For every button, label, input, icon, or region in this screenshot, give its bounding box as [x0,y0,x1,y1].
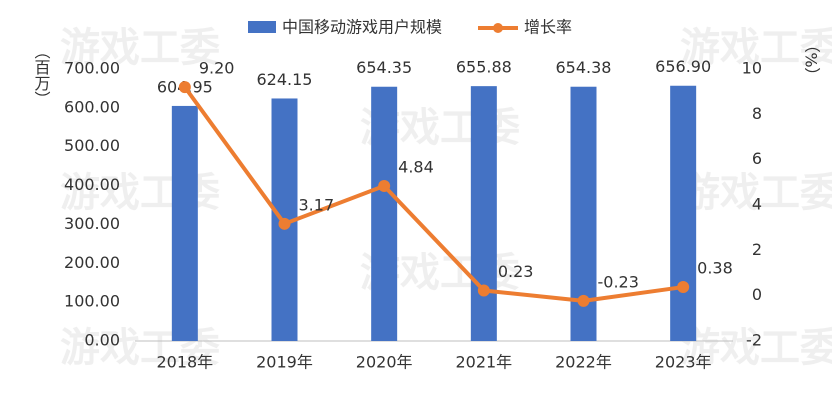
legend-label: 增长率 [524,18,572,37]
y-tick-label: 0.00 [84,331,120,350]
line-point [278,217,291,230]
line-point [378,179,391,192]
y-axis-title: （百万） [32,43,51,107]
line-value-label: 3.17 [299,195,335,214]
y2-axis-title: （%） [802,36,821,83]
y2-tick-label: 0 [752,285,762,304]
watermark: 游戏工委 [60,25,220,71]
y-tick-label: 100.00 [64,292,120,311]
bar-value-label: 655.88 [456,58,512,77]
bar [171,105,198,341]
bar [470,86,497,341]
line-point [577,294,590,307]
bar-value-label: 656.90 [655,57,711,76]
line-value-label: -0.23 [598,272,639,291]
line-point [677,281,690,294]
line-point [477,284,490,297]
y-tick-label: 500.00 [64,136,120,155]
line-value-label: 4.84 [398,157,434,176]
legend-swatch [248,21,276,33]
line-point [178,81,191,94]
x-tick-label: 2018年 [156,353,213,372]
x-tick-label: 2021年 [455,353,512,372]
watermark: 游戏工委 [680,325,832,371]
y2-tick-label: -2 [746,331,762,350]
bar [670,85,697,341]
y2-tick-label: 6 [752,149,762,168]
watermark: 游戏工委 [680,25,832,71]
y2-tick-label: 10 [742,59,762,78]
y-tick-label: 600.00 [64,97,120,116]
y-tick-label: 300.00 [64,214,120,233]
y2-tick-label: 4 [752,195,762,214]
bar-value-label: 654.38 [556,58,612,77]
line-value-label: 0.23 [498,262,534,281]
line-value-label: 9.20 [199,59,235,78]
line [183,85,684,303]
x-tick-label: 2019年 [256,353,313,372]
y2-tick-label: 2 [752,240,762,259]
x-tick-label: 2020年 [356,353,413,372]
watermark: 游戏工委 [680,170,832,216]
line-value-label: 0.38 [697,259,733,278]
y2-tick-label: 8 [752,104,762,123]
x-tick-label: 2022年 [555,353,612,372]
bar-value-label: 654.35 [356,58,412,77]
y-tick-label: 700.00 [64,59,120,78]
x-tick-label: 2023年 [655,353,712,372]
legend-label: 中国移动游戏用户规模 [282,18,442,37]
legend-swatch [493,23,503,33]
y-tick-label: 400.00 [64,175,120,194]
bar-value-label: 624.15 [257,70,313,89]
bar [371,86,398,342]
y-tick-label: 200.00 [64,253,120,272]
